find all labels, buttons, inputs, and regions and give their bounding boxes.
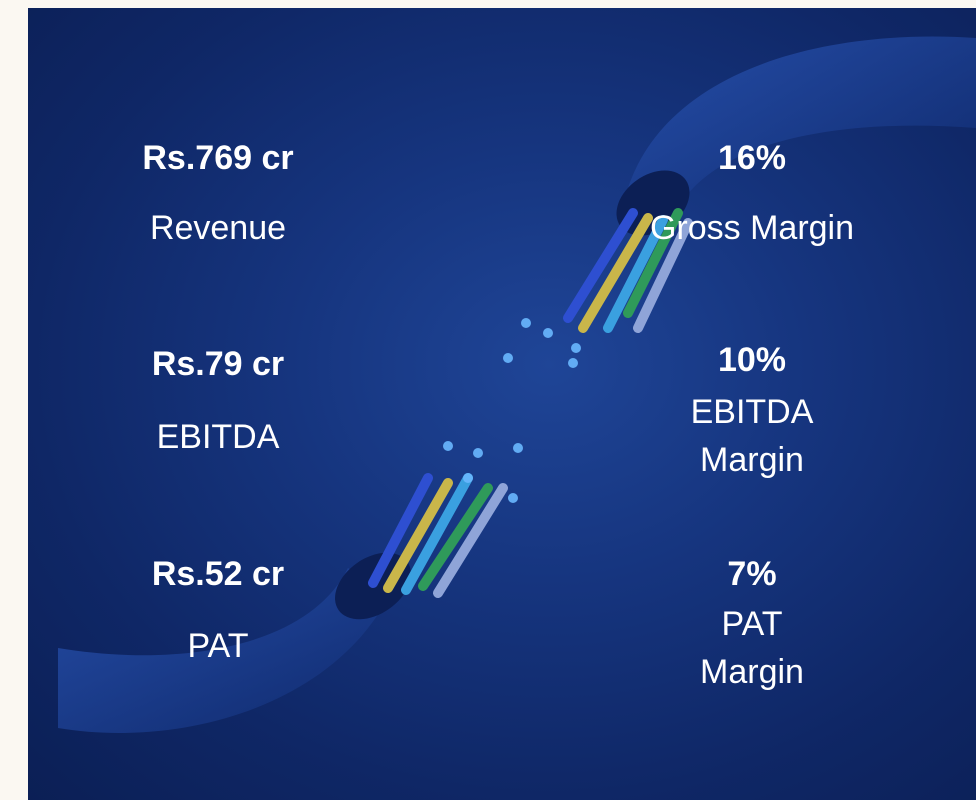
metric-label: Revenue: [68, 204, 368, 252]
metric-value: Rs.769 cr: [68, 138, 368, 178]
metric-label: PAT: [602, 600, 902, 648]
page: Rs.769 cr Revenue Rs.79 cr EBITDA Rs.52 cr PA…: [0, 0, 976, 800]
metric-label: Margin: [602, 648, 902, 696]
slide-panel: Rs.769 cr Revenue Rs.79 cr EBITDA Rs.52 cr PA…: [28, 8, 976, 800]
metric-label: PAT: [68, 622, 368, 670]
metric-value: 10%: [602, 340, 902, 380]
metric-label: Gross Margin: [602, 204, 902, 252]
metric-label: Margin: [602, 436, 902, 484]
metric-value: Rs.79 cr: [68, 344, 368, 384]
metric-value: 16%: [602, 138, 902, 178]
metric-label: EBITDA: [68, 413, 368, 461]
metric-value: 7%: [602, 554, 902, 594]
metric-label: EBITDA: [602, 388, 902, 436]
metric-value: Rs.52 cr: [68, 554, 368, 594]
